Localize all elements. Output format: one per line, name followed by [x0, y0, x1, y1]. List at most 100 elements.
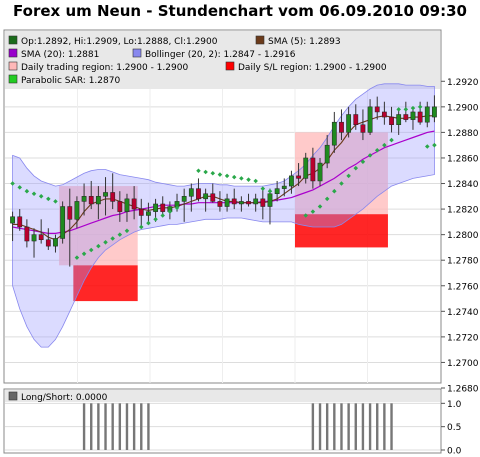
sar-point [425, 144, 430, 149]
legend-swatch [255, 35, 265, 45]
candle-body [103, 192, 108, 197]
y-tick-label: 1.2820 [447, 206, 479, 216]
candle-body [424, 106, 430, 123]
long-short-bar [97, 403, 100, 450]
candle [253, 193, 259, 212]
candle-body [196, 188, 201, 200]
lower-legend-area [5, 390, 440, 402]
sar-point [74, 255, 80, 260]
legend-label: Bollinger (20, 2): 1.2847 - 1.2916 [145, 50, 296, 60]
candle [38, 219, 44, 244]
candle [81, 183, 87, 216]
y-tick-label: 1.2760 [447, 282, 479, 292]
candle [67, 188, 73, 267]
candle [238, 196, 244, 212]
y-tick-label: 1.2900 [447, 103, 479, 113]
candle-body [24, 226, 30, 242]
sma-layer [12, 115, 435, 241]
candle-body [281, 185, 287, 189]
candle-body [303, 157, 309, 179]
candle [381, 101, 387, 125]
legend: Op:1.2892, Hi:1.2909, Lo:1.2888, Cl:1.29… [8, 35, 387, 86]
candle-layer [10, 95, 437, 267]
y-tick-label: 1.2720 [447, 333, 479, 343]
long-short-bar [118, 403, 122, 450]
candle-body [153, 203, 158, 212]
y-axis: 1.2920 1.2900 1.2880 1.2860 1.2840 1.2820 1.28… [441, 78, 479, 395]
candle [260, 188, 266, 220]
candle [289, 170, 294, 194]
lower-grid [5, 390, 440, 451]
long-short-bar [325, 403, 329, 450]
long-short-bar [347, 403, 350, 450]
candle-body [289, 175, 294, 187]
long-short-bar [147, 403, 150, 450]
legend-label: SMA (20): 1.2881 [21, 50, 99, 60]
lower-y-tick-label: 0.5 [447, 423, 461, 433]
candle-body [67, 206, 73, 220]
candle [367, 99, 373, 135]
candle-body [131, 198, 137, 210]
candle [131, 186, 137, 220]
candle [117, 191, 123, 222]
y-tick-label: 1.2780 [447, 257, 479, 267]
candle [353, 104, 359, 130]
long-short-bar [140, 403, 143, 450]
candle [181, 188, 187, 222]
legend-label: Daily trading region: 1.2900 - 1.2900 [21, 63, 188, 73]
candle [246, 193, 251, 207]
lower-legend-swatch [8, 391, 18, 401]
sar-point [81, 251, 87, 257]
long-short-bar [104, 403, 107, 450]
candle-body [310, 157, 316, 182]
candle-body [317, 162, 323, 182]
legend-label: Parabolic SAR: 1.2870 [21, 76, 120, 86]
legend-swatch [8, 61, 18, 71]
candle-body [396, 114, 402, 125]
y-tick-label: 1.2860 [447, 154, 479, 164]
candle-body [81, 196, 87, 202]
lower-y-tick-label: 1.0 [447, 400, 462, 410]
candle [53, 234, 58, 253]
candle-body [124, 198, 130, 212]
candle [210, 183, 216, 203]
candle-body [231, 198, 237, 205]
candle [217, 191, 223, 212]
candle [346, 106, 352, 138]
candle [339, 109, 344, 141]
candle [31, 228, 37, 258]
candle [24, 219, 30, 248]
candle-body [10, 216, 15, 224]
candle-body [110, 192, 116, 202]
y-tick-label: 1.2840 [447, 180, 479, 190]
candle-body [238, 201, 244, 205]
candle [103, 177, 108, 216]
y-tick-label: 1.2920 [447, 78, 479, 88]
long-short-bar [90, 403, 93, 450]
candle [124, 193, 130, 222]
candle [88, 180, 94, 210]
lower-legend-label: Long/Short: 0.0000 [21, 393, 108, 403]
candle [60, 201, 66, 244]
candle [389, 106, 394, 133]
long-short-bar [125, 403, 129, 450]
sar-point [432, 142, 437, 148]
candle-body [274, 188, 280, 194]
candle-body [367, 106, 373, 133]
candle [74, 196, 80, 229]
candle [203, 188, 209, 212]
candle [146, 202, 151, 225]
sar-point [324, 196, 330, 202]
candle-body [88, 196, 94, 205]
sar-point [103, 240, 108, 245]
lower-y-axis: 1.0 0.5 0.0 [441, 400, 462, 457]
candle [296, 163, 301, 187]
long-short-bar [383, 403, 386, 450]
legend-swatch [8, 48, 18, 58]
candle-body [38, 234, 44, 241]
candle [138, 198, 144, 227]
candle [10, 211, 15, 242]
sma20-line [12, 130, 435, 234]
candle [396, 109, 402, 135]
